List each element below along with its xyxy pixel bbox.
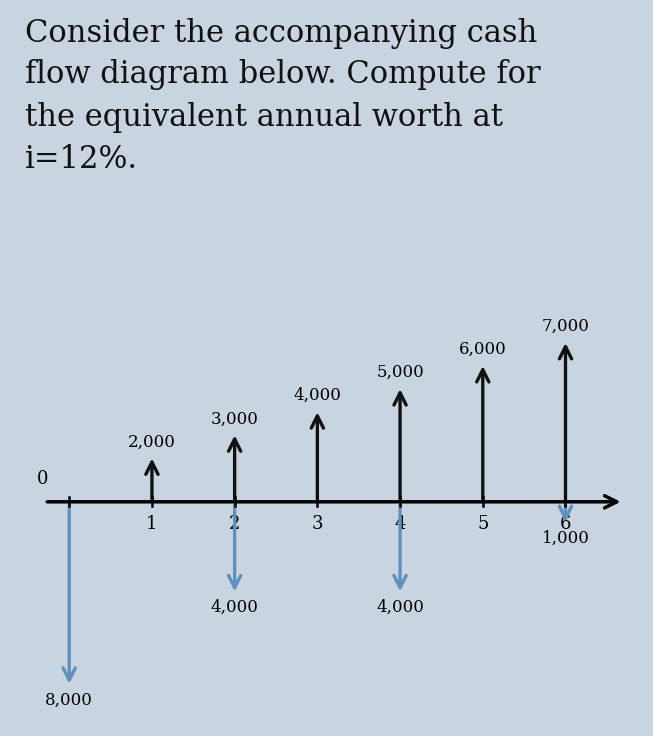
Text: Consider the accompanying cash: Consider the accompanying cash	[25, 18, 537, 49]
Text: 0: 0	[37, 470, 48, 488]
Text: flow diagram below. Compute for: flow diagram below. Compute for	[25, 59, 541, 90]
Text: 4,000: 4,000	[293, 387, 342, 404]
Text: 2,000: 2,000	[128, 434, 176, 450]
Text: 1: 1	[146, 514, 157, 533]
Text: 2: 2	[229, 514, 240, 533]
Text: 5,000: 5,000	[376, 364, 424, 381]
Text: 6: 6	[560, 514, 571, 533]
Text: 4,000: 4,000	[211, 599, 259, 616]
Text: 5: 5	[477, 514, 488, 533]
Text: 6,000: 6,000	[459, 341, 507, 358]
Text: 8,000: 8,000	[45, 692, 93, 709]
Text: 7,000: 7,000	[541, 318, 590, 335]
Text: i=12%.: i=12%.	[25, 144, 138, 175]
Text: 1,000: 1,000	[541, 530, 590, 547]
Text: 4,000: 4,000	[376, 599, 424, 616]
Text: 4: 4	[394, 514, 406, 533]
Text: 3: 3	[311, 514, 323, 533]
Text: the equivalent annual worth at: the equivalent annual worth at	[25, 102, 503, 132]
Text: 3,000: 3,000	[211, 411, 259, 428]
